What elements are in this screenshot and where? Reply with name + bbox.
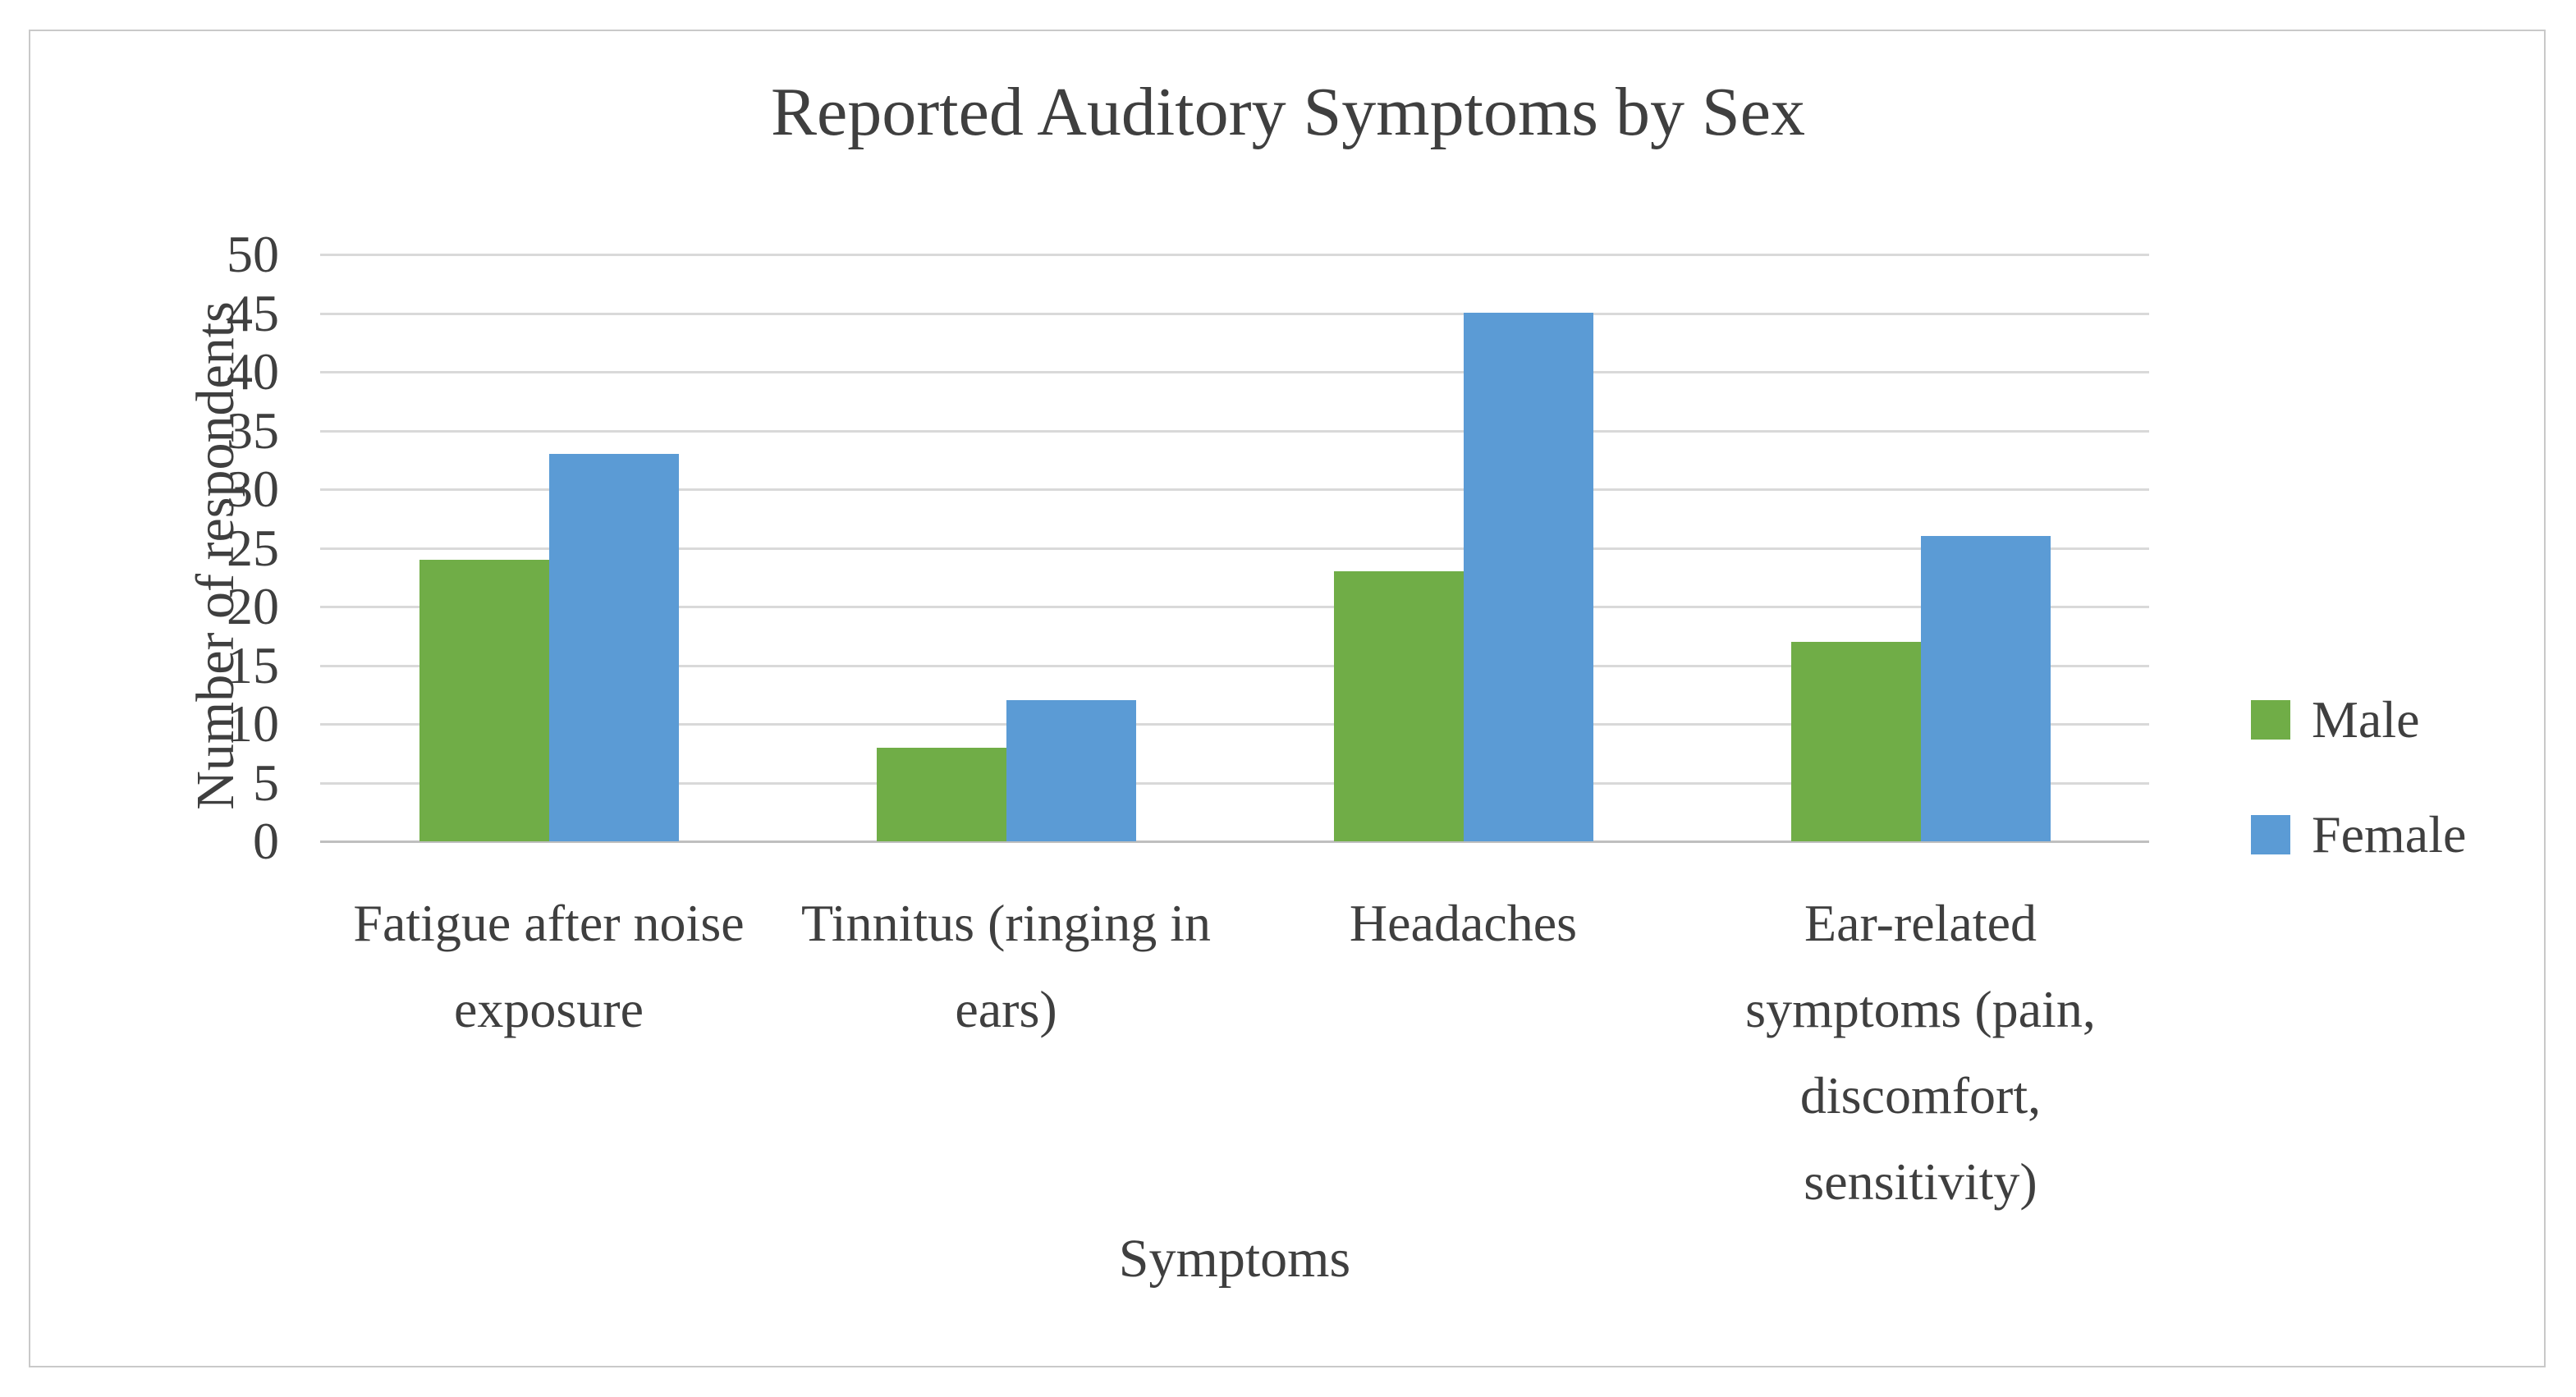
x-category-label: Tinnitus (ringing in ears) — [800, 894, 1212, 1038]
y-tick-label: 10 — [227, 694, 279, 753]
y-tick-label: 35 — [227, 401, 279, 460]
y-tick-label: 20 — [227, 577, 279, 635]
y-tick-label: 5 — [253, 753, 279, 812]
gridline — [320, 781, 2149, 785]
x-axis-title: Symptoms — [1118, 1229, 1351, 1289]
bar-female-3 — [1920, 536, 2051, 841]
bar-female-0 — [548, 454, 679, 841]
x-category-label: Fatigue after noise exposure — [353, 894, 745, 1038]
x-category-label: Headaches — [1349, 894, 1578, 952]
y-tick-label: 30 — [227, 460, 279, 518]
gridline — [320, 312, 2149, 315]
legend-label-male: Male — [2312, 690, 2420, 749]
y-tick-label: 25 — [227, 518, 279, 577]
gridline — [320, 547, 2149, 550]
gridline — [320, 664, 2149, 667]
chart-title: Reported Auditory Symptoms by Sex — [771, 74, 1805, 150]
y-tick-label: 15 — [227, 635, 279, 694]
bar-male-2 — [1333, 571, 1464, 841]
gridline — [320, 371, 2149, 373]
legend-color-female — [2251, 815, 2290, 854]
bar-female-2 — [1463, 313, 1593, 841]
y-tick-label: 50 — [227, 225, 279, 283]
legend-item-male: Male — [2251, 694, 2420, 746]
gridline — [320, 488, 2149, 491]
y-tick-label: 45 — [227, 283, 279, 342]
legend-label-female: Female — [2312, 805, 2467, 863]
bar-female-1 — [1006, 700, 1136, 841]
y-tick-label: 40 — [227, 342, 279, 401]
gridline — [320, 606, 2149, 608]
legend-color-male — [2251, 700, 2290, 740]
x-axis-line — [320, 840, 2149, 843]
bar-male-0 — [419, 560, 549, 841]
y-tick-label: 0 — [253, 812, 279, 870]
x-category-label: Ear-related symptoms (pain, discomfort, … — [1745, 894, 2096, 1211]
legend-item-female: Female — [2251, 808, 2466, 861]
gridline — [320, 723, 2149, 726]
bar-male-1 — [876, 748, 1006, 841]
gridline — [320, 254, 2149, 256]
gridline — [320, 429, 2149, 433]
plot-area — [320, 254, 2149, 843]
bar-male-3 — [1790, 642, 1921, 841]
